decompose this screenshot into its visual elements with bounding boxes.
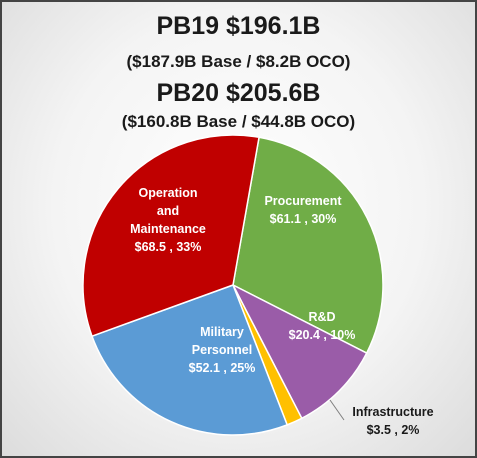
chart-title-pb20: PB20 $205.6B [156,79,321,107]
chart-title-pb19: PB19 $196.1B [156,12,321,40]
chart-subtitle-pb19: ($187.9B Base / $8.2B OCO) [126,52,351,71]
pie-slice-r-d [231,283,368,420]
slice-value-r-d: $20.4 , 10% [289,328,356,342]
chart-subtitle-pb20: ($160.8B Base / $44.8B OCO) [121,112,356,131]
pie-slice-military-personnel [91,284,289,436]
slice-value-operation-and-maintenance: $68.5 , 33% [135,240,202,254]
slice-value-procurement: $61.1 , 30% [270,212,337,226]
slice-label-infrastructure: Infrastructure [352,405,433,419]
pie-slice-operation-and-maintenance [82,134,260,338]
pie-slice-procurement [232,136,384,355]
slice-label-procurement: Procurement [264,194,342,208]
leader-line-infrastructure [329,399,345,421]
slice-label-r-d: R&D [308,310,335,324]
slice-label-operation-and-maintenance: Maintenance [130,222,206,236]
slice-label-military-personnel: Military [200,325,244,339]
slice-label-military-personnel: Personnel [192,343,252,357]
slice-value-infrastructure: $3.5 , 2% [367,423,420,437]
slice-value-military-personnel: $52.1 , 25% [189,361,256,375]
slice-label-operation-and-maintenance: and [157,204,179,218]
slice-label-operation-and-maintenance: Operation [138,186,197,200]
